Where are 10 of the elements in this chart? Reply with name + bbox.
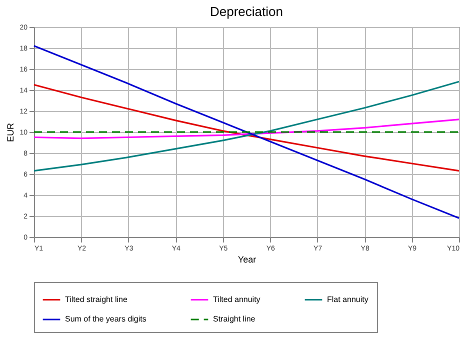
legend-label: Sum of the years digits	[65, 314, 146, 324]
legend-label: Straight line	[213, 314, 256, 324]
x-axis-title: Year	[238, 254, 256, 264]
y-axis-title: EUR	[6, 122, 16, 142]
chart-title: Depreciation	[210, 4, 283, 19]
legend-label: Tilted straight line	[65, 294, 128, 304]
line-series	[33, 118, 460, 140]
legend-label: Flat annuity	[327, 294, 368, 304]
line-series	[33, 45, 460, 219]
legend-label: Tilted annuity	[213, 294, 260, 304]
